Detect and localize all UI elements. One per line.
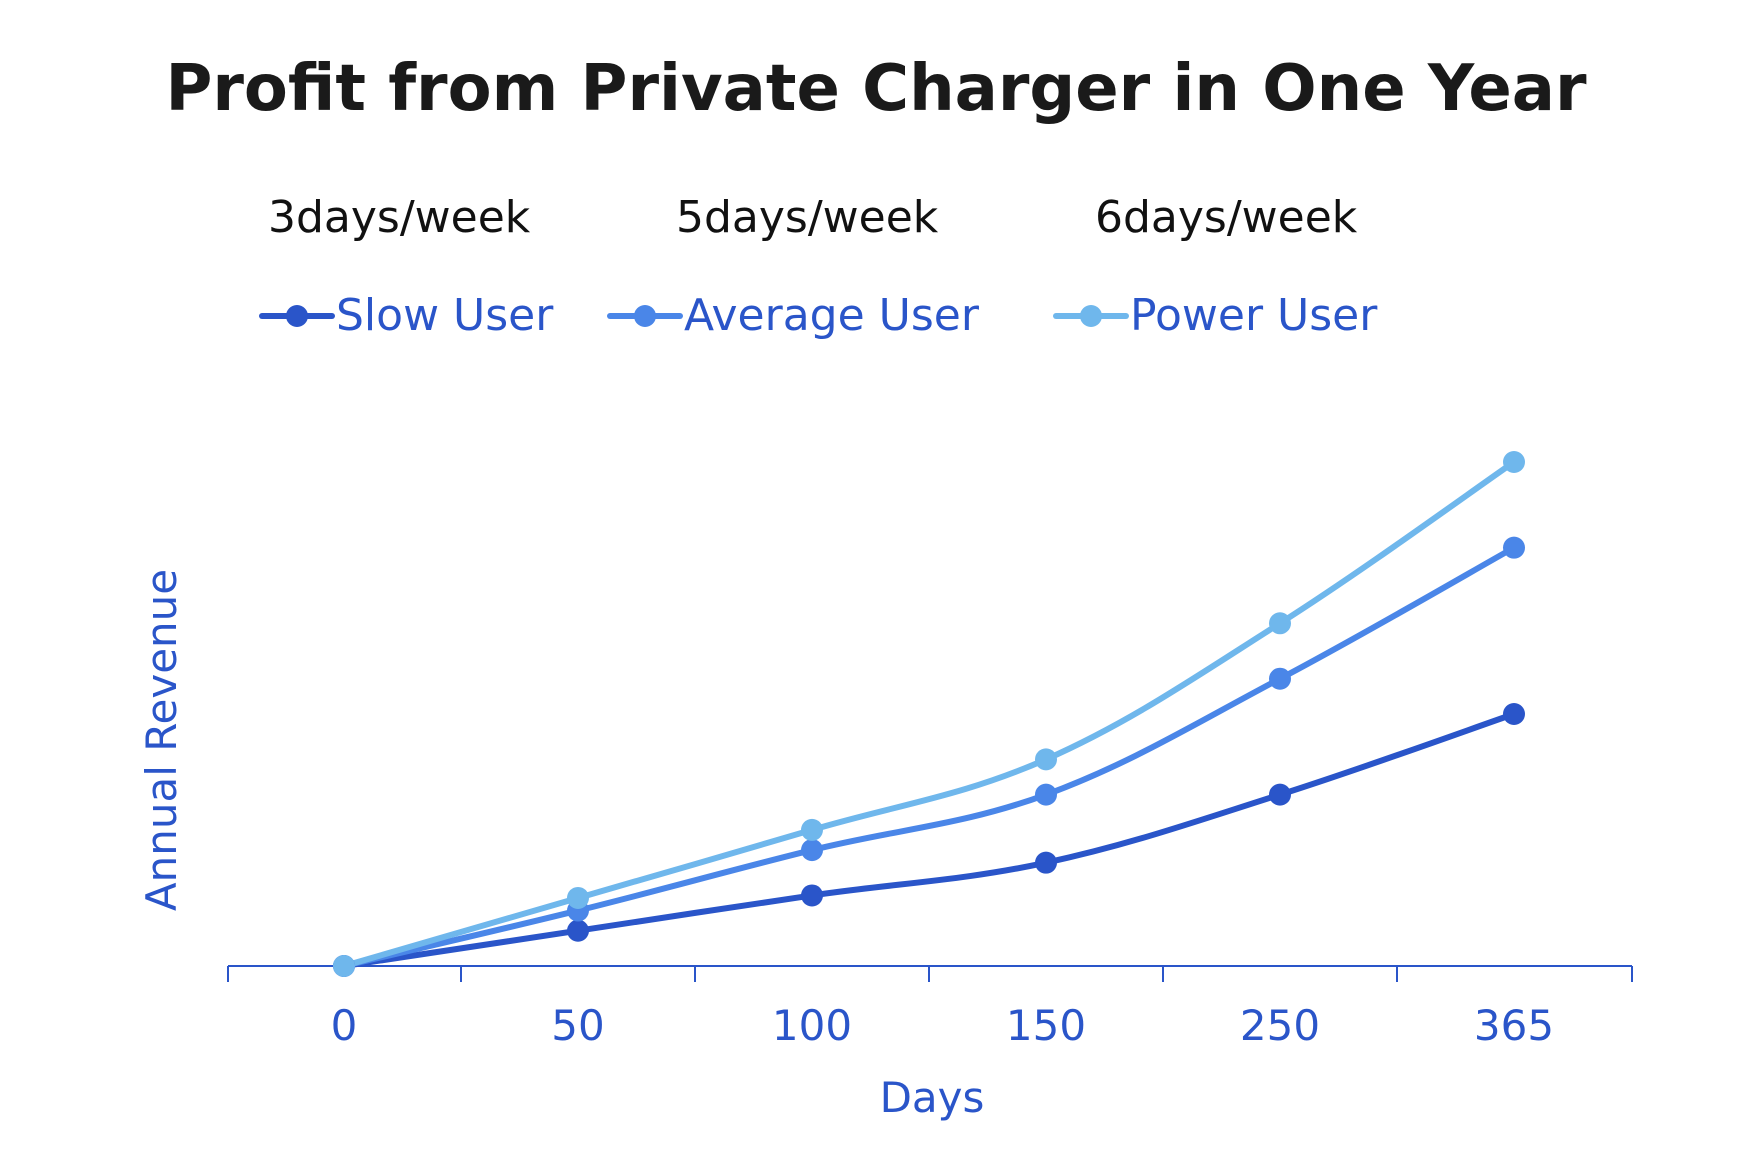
data-point-power-user: [567, 886, 589, 909]
legend-dot-marker: [286, 305, 308, 327]
series-line-power-user: [341, 459, 1517, 969]
x-tick-label: 250: [1240, 1001, 1320, 1050]
legend-frequency-label: 3days/week: [268, 192, 531, 243]
x-tick-label: 50: [551, 1001, 604, 1050]
legend-dot-marker: [1080, 305, 1102, 327]
series-line-average-user: [341, 544, 1517, 969]
x-tick-label: 150: [1006, 1001, 1086, 1050]
data-point-power-user: [1503, 451, 1525, 473]
data-point-slow-user: [567, 919, 589, 942]
data-point-slow-user: [1269, 783, 1291, 806]
legend-frequency-label: 5days/week: [676, 192, 939, 243]
data-point-power-user: [1035, 748, 1057, 771]
data-point-slow-user: [801, 884, 823, 907]
legend-series-label: Average User: [684, 290, 980, 341]
x-tick-label: 365: [1474, 1001, 1554, 1050]
legend-dot-marker: [634, 305, 656, 327]
series-line-slow-user: [341, 711, 1517, 969]
legend-item-average-user: 5days/week Average User: [607, 192, 980, 341]
chart-legend: 3days/week Slow User 5days/week Average Use…: [259, 192, 1378, 341]
y-axis-label: Annual Revenue: [137, 569, 186, 911]
data-point-average-user: [1503, 536, 1525, 559]
x-tick-label: 0: [331, 1001, 358, 1050]
data-point-power-user: [333, 955, 355, 977]
data-point-average-user: [801, 839, 823, 862]
legend-item-power-user: 6days/week Power User: [1053, 192, 1378, 341]
data-point-average-user: [1035, 783, 1057, 806]
x-tick-label: 100: [772, 1001, 852, 1050]
legend-frequency-label: 6days/week: [1095, 192, 1358, 243]
data-point-power-user: [801, 818, 823, 841]
data-point-power-user: [1269, 612, 1291, 635]
data-point-average-user: [1269, 667, 1291, 690]
series-points: [333, 451, 1525, 977]
x-axis-label: Days: [880, 1073, 985, 1122]
data-point-slow-user: [1035, 851, 1057, 874]
legend-series-label: Slow User: [336, 290, 554, 341]
series-lines: [341, 459, 1517, 969]
data-point-slow-user: [1503, 703, 1525, 725]
legend-series-label: Power User: [1130, 290, 1378, 341]
x-axis: 0 50 100 150 250 365: [227, 965, 1633, 1050]
chart-title: Profit from Private Charger in One Year: [165, 52, 1587, 126]
legend-item-slow-user: 3days/week Slow User: [259, 192, 554, 341]
